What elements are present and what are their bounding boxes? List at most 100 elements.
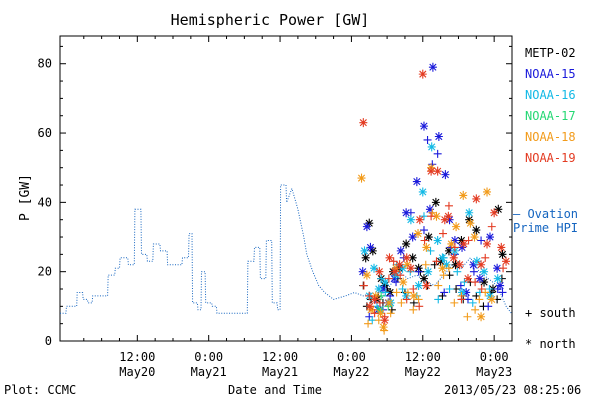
- point-north-noaa-15: [445, 215, 454, 225]
- point-north-metp-02: [419, 274, 428, 284]
- point-south-noaa-19: [487, 222, 496, 231]
- point-south-noaa-18: [481, 288, 490, 297]
- point-north-noaa-19: [427, 166, 436, 176]
- point-south-noaa-18: [450, 298, 459, 307]
- point-south-noaa-18: [414, 295, 423, 304]
- y-tick-label: 40: [38, 195, 52, 209]
- point-south-noaa-15: [433, 149, 442, 158]
- point-north-metp-02: [408, 253, 417, 263]
- point-north-noaa-15: [428, 62, 437, 72]
- y-tick-label: 0: [45, 334, 52, 348]
- x-tick-label-date: May22: [405, 365, 441, 379]
- chart-title: Hemispheric Power [GW]: [170, 11, 370, 29]
- x-tick-label-date: May21: [191, 365, 227, 379]
- x-axis-label: Date and Time: [228, 383, 322, 397]
- ovation-legend-line2: Prime HPI: [513, 221, 579, 235]
- legend-item-noaa-17: NOAA-17: [525, 109, 576, 123]
- point-north-noaa-18: [403, 260, 412, 270]
- point-north-noaa-19: [449, 253, 458, 263]
- marker-key-south: + south: [525, 306, 576, 320]
- point-south-noaa-19: [464, 236, 473, 245]
- point-south-noaa-19: [409, 285, 418, 294]
- point-north-noaa-19: [415, 215, 424, 225]
- point-north-noaa-18: [432, 211, 441, 221]
- point-north-noaa-15: [434, 132, 443, 142]
- point-north-noaa-15: [378, 284, 387, 294]
- x-tick-label-date: May23: [476, 365, 512, 379]
- point-south-noaa-19: [375, 298, 384, 307]
- point-north-noaa-15: [462, 287, 471, 297]
- point-north-noaa-15: [485, 232, 494, 242]
- x-tick-label-time: 12:00: [405, 350, 441, 364]
- x-tick-label-date: May20: [119, 365, 155, 379]
- plot-frame-layer: [59, 35, 513, 342]
- point-north-metp-02: [465, 215, 474, 225]
- point-north-noaa-15: [412, 177, 421, 187]
- point-south-noaa-18: [409, 305, 418, 314]
- point-south-noaa-16: [377, 274, 386, 283]
- x-tick-label-date: May21: [262, 365, 298, 379]
- point-north-noaa-19: [490, 208, 499, 218]
- point-north-noaa-15: [362, 222, 371, 232]
- point-south-noaa-16: [460, 278, 469, 287]
- point-south-noaa-18: [439, 271, 448, 280]
- point-south-noaa-19: [427, 212, 436, 221]
- point-north-noaa-15: [493, 263, 502, 273]
- point-south-noaa-19: [481, 253, 490, 262]
- point-south-noaa-16: [485, 285, 494, 294]
- point-north-noaa-19: [406, 263, 415, 273]
- point-north-noaa-16: [402, 291, 411, 301]
- point-south-noaa-15: [498, 288, 507, 297]
- point-south-noaa-19: [365, 291, 374, 300]
- point-south-noaa-16: [426, 246, 435, 255]
- point-north-noaa-18: [477, 312, 486, 322]
- point-north-noaa-16: [442, 260, 451, 270]
- point-north-noaa-16: [374, 284, 383, 294]
- legend: METP-02 NOAA-15 NOAA-16 NOAA-17 NOAA-18 …: [525, 43, 576, 169]
- ovation-legend: – Ovation Prime HPI: [513, 207, 578, 235]
- legend-item-noaa-18: NOAA-18: [525, 130, 576, 144]
- point-north-noaa-16: [370, 263, 379, 273]
- point-north-metp-02: [472, 225, 481, 235]
- point-south-metp-02: [438, 291, 447, 300]
- point-north-noaa-19: [395, 260, 404, 270]
- point-north-noaa-19: [390, 267, 399, 277]
- point-north-metp-02: [480, 277, 489, 287]
- point-north-noaa-16: [458, 287, 467, 297]
- point-north-noaa-18: [414, 229, 423, 239]
- point-north-metp-02: [402, 239, 411, 249]
- point-north-noaa-16: [418, 187, 427, 197]
- point-north-noaa-19: [444, 211, 453, 221]
- point-north-noaa-19: [463, 274, 472, 284]
- point-north-noaa-18: [466, 218, 475, 228]
- point-south-noaa-19: [471, 278, 480, 287]
- point-north-noaa-18: [371, 291, 380, 301]
- legend-item-noaa-19: NOAA-19: [525, 151, 576, 165]
- x-tick-label-time: 0:00: [480, 350, 509, 364]
- point-north-noaa-16: [438, 253, 447, 263]
- point-south-metp-02: [387, 305, 396, 314]
- point-north-noaa-19: [370, 294, 379, 304]
- point-south-noaa-18: [392, 288, 401, 297]
- point-north-noaa-16: [427, 142, 436, 152]
- point-north-noaa-15: [402, 208, 411, 218]
- point-north-noaa-18: [452, 222, 461, 232]
- point-north-noaa-19: [385, 253, 394, 263]
- point-north-noaa-16: [433, 235, 442, 245]
- point-north-noaa-19: [497, 242, 506, 252]
- point-south-noaa-19: [499, 264, 508, 273]
- point-north-noaa-19: [359, 118, 368, 128]
- point-north-noaa-18: [447, 239, 456, 249]
- point-north-metp-02: [431, 197, 440, 207]
- point-north-noaa-15: [390, 274, 399, 284]
- legend-item-noaa-16: NOAA-16: [525, 88, 576, 102]
- x-tick-label-time: 0:00: [194, 350, 223, 364]
- point-north-noaa-15: [469, 260, 478, 270]
- point-north-noaa-16: [465, 208, 474, 218]
- point-north-noaa-15: [419, 121, 428, 131]
- point-south-noaa-15: [419, 226, 428, 235]
- marker-key-north: * north: [525, 337, 576, 351]
- point-south-noaa-19: [432, 257, 441, 266]
- point-north-noaa-18: [399, 277, 408, 287]
